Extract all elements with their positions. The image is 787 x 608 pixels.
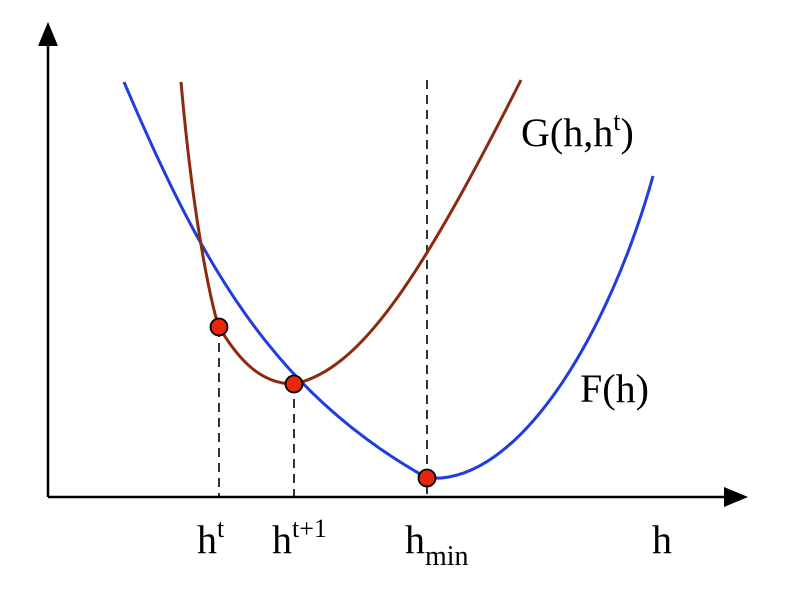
curve-g [179, 79, 523, 386]
curve-f-label: F(h) [580, 366, 649, 411]
point-ht [209, 317, 229, 337]
points [209, 317, 437, 488]
tick-label-ht1: ht+1 [272, 514, 327, 562]
y-axis-arrowhead [38, 22, 58, 46]
x-axis-arrowhead [724, 487, 748, 507]
guide-lines [218, 80, 428, 497]
point-ht1 [284, 374, 304, 394]
point-hmin [417, 468, 437, 488]
tick-label-hmin: hmin [405, 517, 469, 572]
axes [38, 22, 748, 507]
curve-g-label: G(h,ht) [521, 107, 634, 155]
tick-label-ht: ht [197, 514, 225, 562]
x-axis-label: h [652, 517, 672, 562]
